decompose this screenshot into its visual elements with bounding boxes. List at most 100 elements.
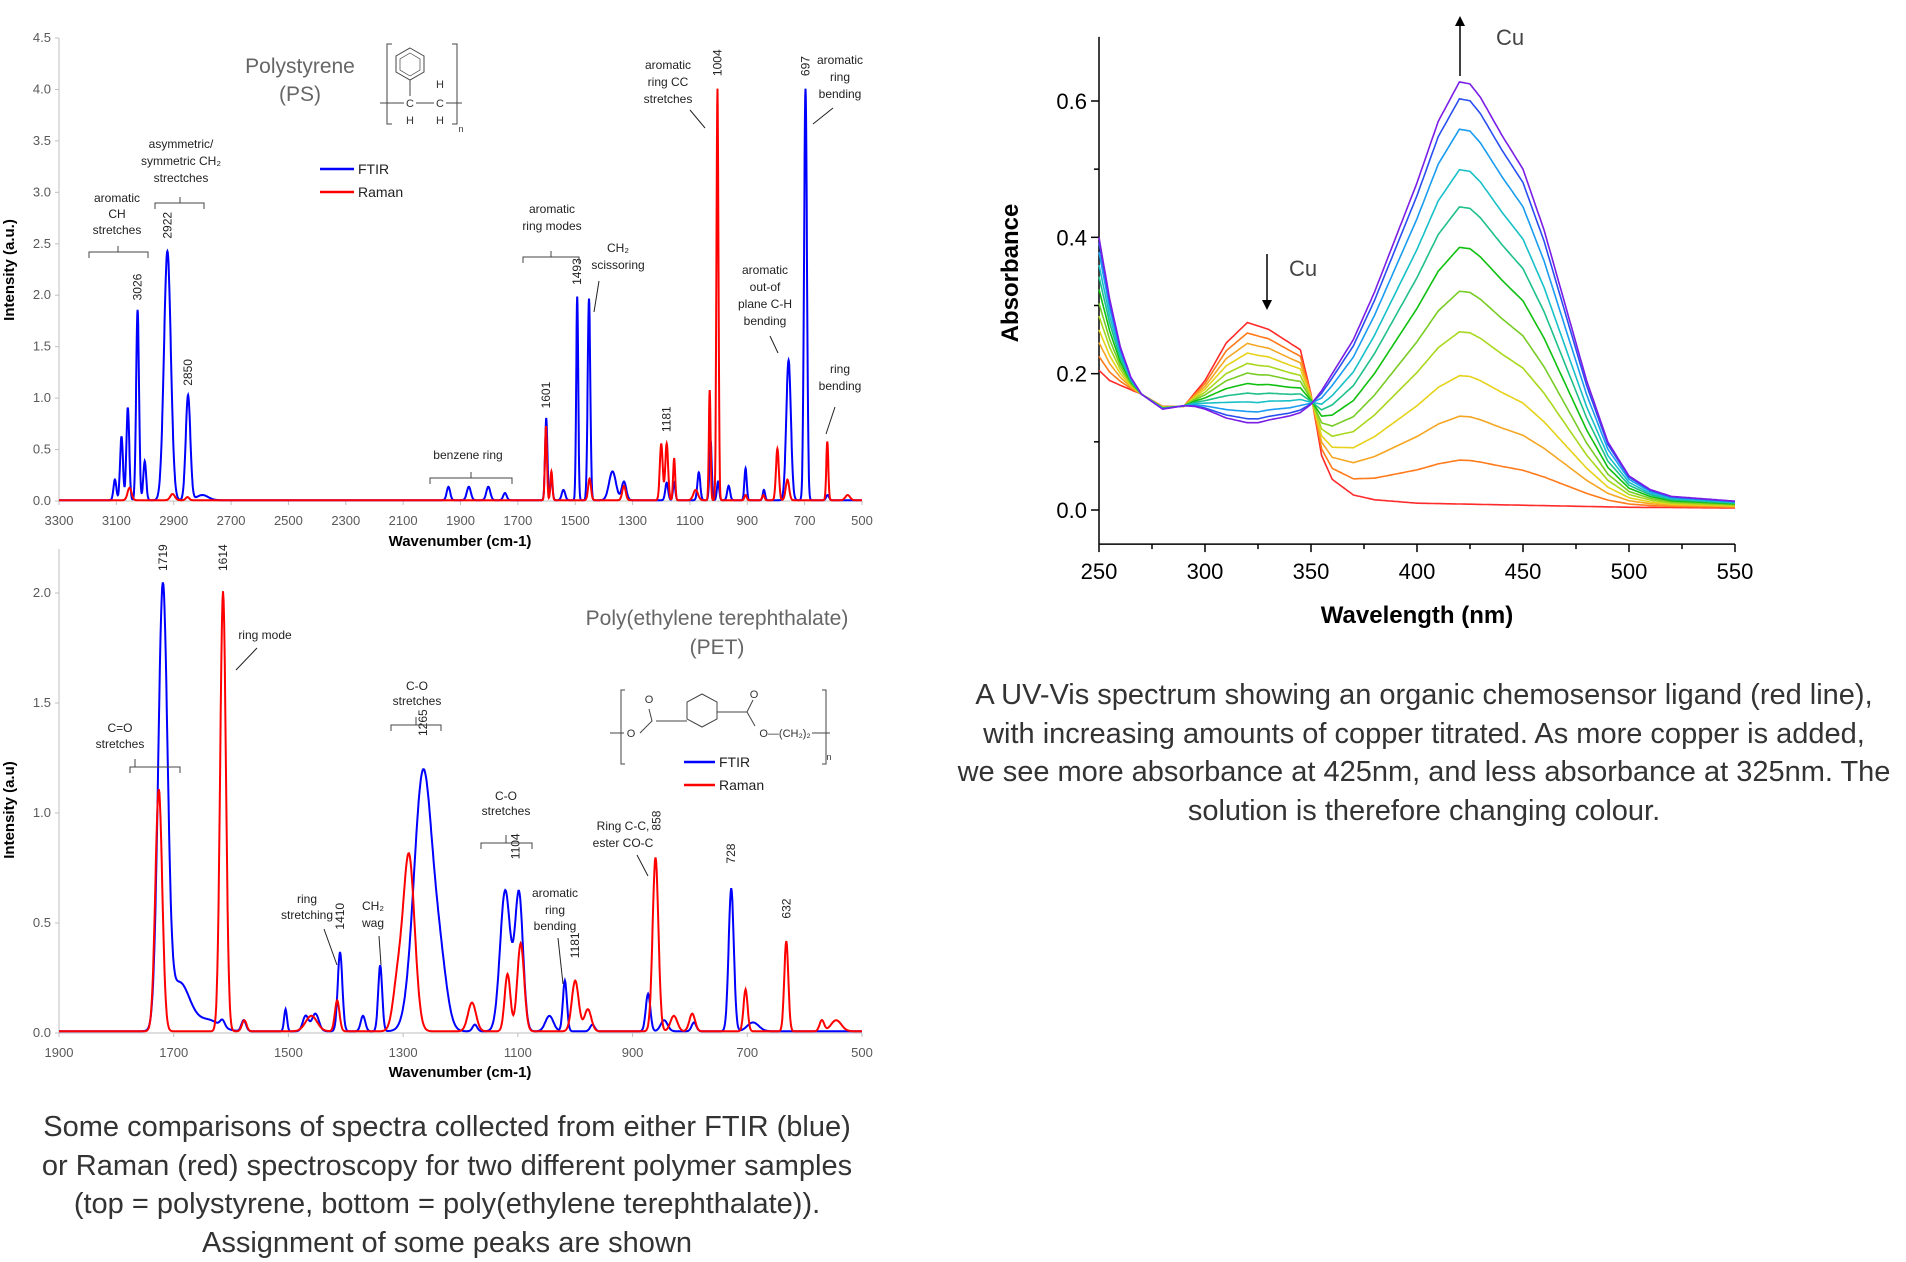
ps-pointer-ring-cc: [690, 110, 705, 128]
ps-bracket-aromatic-ch: [89, 246, 148, 258]
pet-x-tick-label: 1700: [159, 1045, 188, 1060]
uv-x-tick-label: 300: [1187, 559, 1224, 584]
ps-structure-h2: H: [406, 115, 414, 127]
ps-x-tick-label: 500: [851, 513, 873, 528]
pet-peak-label: 1104: [509, 833, 523, 859]
pet-pointer-ch2-wag: [379, 936, 381, 965]
uv-x-tick-label: 500: [1611, 559, 1648, 584]
ps-pointer-ring-bend-697: [813, 108, 833, 124]
ps-title: Polystyrene: [245, 55, 355, 78]
uv-series-curve: [1099, 207, 1735, 503]
pet-ann-arom-bend: bending: [534, 919, 577, 933]
ps-ann-ch2-sciss: CH₂: [607, 241, 629, 255]
ps-bracket-ch2: [155, 197, 204, 209]
pet-structure-o1: O: [645, 694, 654, 706]
pet-legend-raman: Raman: [719, 777, 764, 793]
uv-series-curve: [1099, 247, 1735, 503]
pet-legend: FTIR Raman: [684, 754, 764, 793]
pet-pointer-ring-mode: [236, 648, 257, 670]
ps-y-tick-label: 1.0: [33, 390, 51, 405]
ps-y-tick-label: 4.0: [33, 81, 51, 96]
pet-peak-label: 632: [779, 898, 793, 918]
ps-x-tick-label: 1100: [676, 513, 704, 528]
pet-ann-ch2-wag: wag: [361, 916, 384, 930]
ps-x-tick-label: 2300: [331, 513, 360, 528]
pet-structure-n: n: [826, 752, 831, 762]
pet-x-tick-label: 900: [622, 1045, 644, 1060]
pet-bracket-co-double: [130, 759, 180, 773]
ps-peak-label: 2850: [181, 359, 195, 386]
ps-peak-label: 1004: [710, 49, 724, 76]
ps-ann-ring-modes: ring modes: [522, 219, 581, 233]
ps-ann-oop: plane C-H: [738, 297, 792, 311]
ps-ann-aromatic-ch: CH: [108, 207, 125, 221]
ps-peak-label: 1181: [660, 406, 674, 432]
uv-y-tick-label: 0.6: [1056, 89, 1087, 114]
ps-ann-ch2: asymmetric/: [149, 137, 214, 151]
ps-y-tick-label: 0.5: [33, 442, 51, 457]
ps-ann-oop: out-of: [750, 280, 781, 294]
pet-bracket-co-2: [481, 835, 532, 849]
pet-structure-ch2: O—(CH₂)₂: [759, 728, 810, 740]
ps-y-tick-label: 3.5: [33, 133, 51, 148]
pet-x-tick-label: 500: [851, 1045, 873, 1060]
ps-legend-raman: Raman: [358, 184, 403, 200]
pet-x-tick-label: 1100: [504, 1045, 532, 1060]
pet-pointer-arom-bend: [558, 938, 563, 984]
ps-ann-ring-bend-697: bending: [819, 87, 862, 101]
ps-ann-aromatic-ch: aromatic: [94, 191, 140, 205]
ps-ann-ring-modes: aromatic: [529, 202, 575, 216]
caption-line: with increasing amounts of copper titrat…: [942, 715, 1906, 754]
ps-ann-aromatic-ch: stretches: [93, 223, 142, 237]
uv-annotation-cu-increase: Cu: [1496, 25, 1524, 50]
uv-x-tick-label: 350: [1293, 559, 1330, 584]
pet-title: Poly(ethylene terephthalate): [586, 607, 849, 630]
ps-peak-label: 697: [799, 56, 813, 76]
ps-peak-label: 1601: [539, 381, 553, 408]
ps-x-tick-label: 1900: [446, 513, 475, 528]
pet-pointer-ring-stretch: [324, 929, 337, 965]
pet-peak-label: 1265: [416, 709, 430, 736]
pet-peak-label: 1614: [216, 544, 230, 571]
ps-ann-ring-cc: stretches: [644, 92, 693, 106]
pet-ann-co-double: stretches: [96, 737, 145, 751]
pet-y-axis-title: Intensity (a.u): [1, 761, 18, 859]
ps-legend-ftir: FTIR: [358, 161, 389, 177]
uv-series-curve: [1099, 323, 1735, 509]
pet-ann-co-2: stretches: [482, 804, 531, 818]
ps-pointer-ring-bend: [826, 407, 835, 434]
uv-x-tick-label: 400: [1399, 559, 1436, 584]
uv-y-tick-label: 0.0: [1056, 498, 1087, 523]
pet-structure-o3: O: [750, 689, 759, 701]
ps-y-tick-label: 1.5: [33, 339, 51, 354]
ps-y-tick-label: 4.5: [33, 30, 51, 45]
ps-peak-label: 3026: [131, 273, 145, 300]
uv-y-axis-title: Absorbance: [997, 204, 1024, 343]
ps-x-tick-label: 3100: [102, 513, 131, 528]
ps-y-tick-label: 0.0: [33, 493, 51, 508]
uv-series-curve: [1099, 99, 1735, 502]
pet-peak-label: 728: [724, 843, 738, 863]
ps-x-tick-label: 1700: [503, 513, 532, 528]
uv-series-curve: [1099, 129, 1735, 502]
ps-structure-h1: H: [436, 79, 444, 91]
ps-x-axis-title: Wavenumber (cm-1): [389, 533, 532, 550]
uv-x-tick-label: 450: [1505, 559, 1542, 584]
ps-x-tick-label: 2500: [274, 513, 303, 528]
ps-y-axis-title: Intensity (a.u.): [1, 219, 18, 321]
pet-x-tick-label: 1300: [389, 1045, 418, 1060]
pet-x-tick-label: 1900: [45, 1045, 74, 1060]
ps-pointer-sciss: [594, 281, 599, 312]
pet-ann-arom-bend: aromatic: [532, 886, 578, 900]
ps-annotations: aromatic CH stretches asymmetric/ symmet…: [89, 53, 863, 484]
arrow-down-icon: [1262, 254, 1272, 310]
uv-y-tick-label: 0.4: [1056, 225, 1087, 250]
pet-y-tick-label: 1.0: [33, 805, 51, 820]
ps-peak-label: 1493: [570, 258, 584, 285]
pet-ann-ring-cc: Ring C-C,: [597, 819, 650, 833]
ps-ann-ch2: symmetric CH₂: [141, 154, 221, 168]
pet-ann-arom-bend: ring: [545, 903, 565, 917]
